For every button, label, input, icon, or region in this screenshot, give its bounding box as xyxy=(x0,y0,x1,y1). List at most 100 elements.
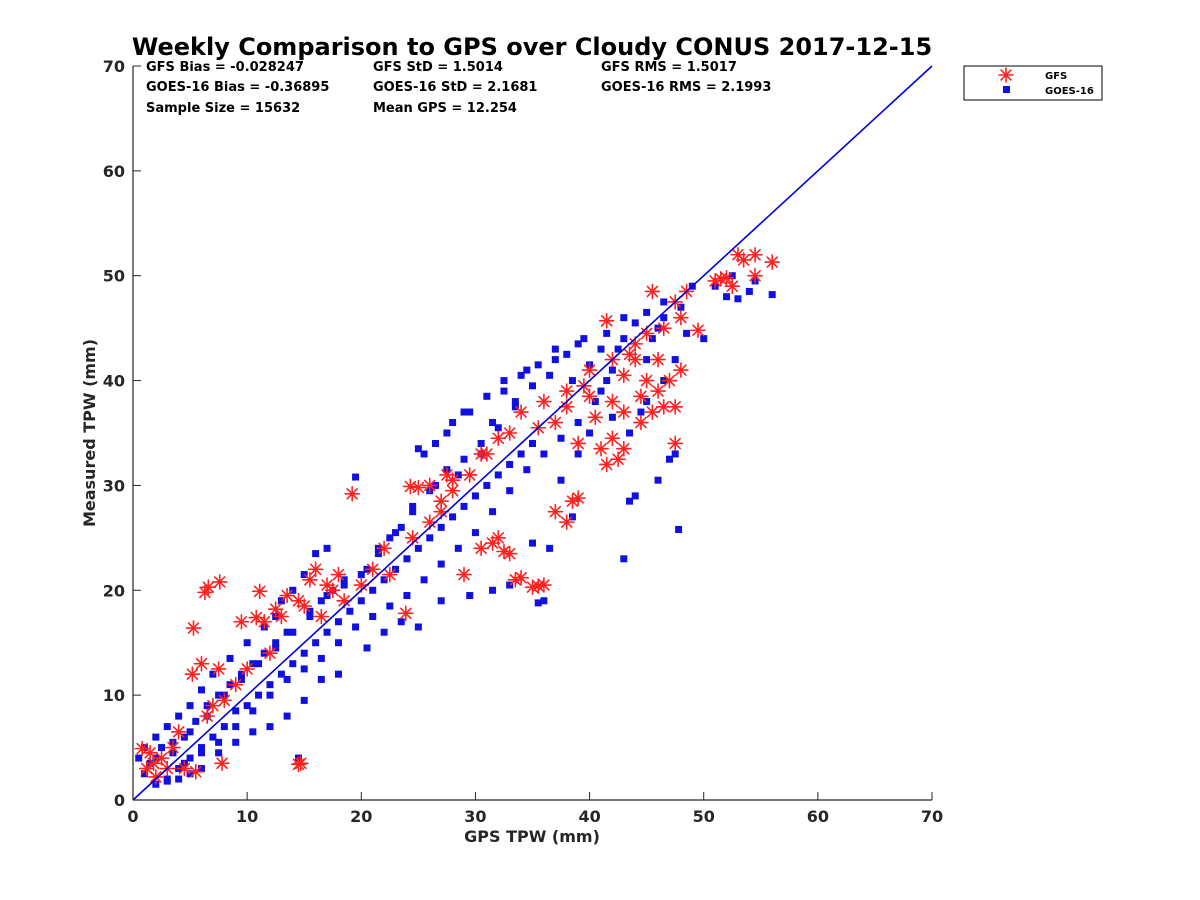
goes16-point xyxy=(249,660,257,668)
gfs-point xyxy=(184,666,201,682)
goes16-point xyxy=(534,361,542,369)
goes16-point xyxy=(437,560,445,568)
gfs-point xyxy=(496,543,512,560)
goes16-point xyxy=(671,356,679,364)
goes16-point xyxy=(409,502,417,510)
gfs-point xyxy=(313,608,330,625)
goes16-point xyxy=(175,712,183,720)
goes16-point xyxy=(745,287,753,295)
goes16-point xyxy=(317,654,325,662)
gfs-point xyxy=(735,252,752,268)
goes16-point xyxy=(300,665,308,673)
goes16-point xyxy=(386,602,394,610)
stat-text: Sample Size = 15632 xyxy=(146,101,300,116)
gfs-point xyxy=(616,440,632,457)
goes16-point xyxy=(660,298,668,306)
gfs-point xyxy=(724,278,741,295)
x-ticks: 0 10 20 30 40 50 60 70 xyxy=(127,792,943,826)
goes16-point xyxy=(152,733,160,741)
goes16-point xyxy=(374,550,382,558)
goes16-point xyxy=(334,639,342,647)
goes16-point xyxy=(614,345,622,353)
goes16-point xyxy=(232,723,240,731)
goes16-point xyxy=(437,597,445,605)
goes16-point xyxy=(392,565,400,573)
gfs-point xyxy=(376,540,392,557)
gfs-point xyxy=(456,566,472,583)
gfs-point xyxy=(307,561,324,578)
gfs-point xyxy=(547,503,564,520)
goes16-point xyxy=(300,649,308,657)
goes16-point xyxy=(728,272,736,280)
goes16-point xyxy=(586,429,594,437)
gfs-point xyxy=(570,490,586,506)
x-tick-label: 40 xyxy=(578,807,600,826)
goes16-point xyxy=(197,765,205,773)
gfs-point xyxy=(673,362,689,378)
goes16-point xyxy=(300,571,308,579)
goes16-point xyxy=(420,576,428,584)
gfs-point xyxy=(398,605,414,622)
goes16-point xyxy=(346,607,354,615)
goes16-point xyxy=(489,508,497,516)
gfs-point xyxy=(210,661,227,677)
gfs-point xyxy=(616,367,632,384)
goes16-point xyxy=(312,639,320,647)
goes16-point xyxy=(671,450,679,458)
goes16-point xyxy=(643,308,651,316)
one-to-one-line xyxy=(132,65,933,801)
goes16-point xyxy=(483,392,491,400)
goes16-point xyxy=(683,329,691,337)
goes16-point xyxy=(603,329,611,337)
x-tick-label: 60 xyxy=(807,807,829,826)
goes16-point xyxy=(511,403,519,411)
gfs-point xyxy=(187,763,204,780)
goes16-point xyxy=(654,476,662,484)
stats-block: GFS Bias = -0.028247 GFS StD = 1.5014 GFS … xyxy=(146,60,771,116)
goes16-point xyxy=(380,576,388,584)
goes16-point xyxy=(460,408,468,416)
goes16-point xyxy=(540,597,548,605)
goes16-point xyxy=(266,691,274,699)
gfs-point xyxy=(490,430,507,447)
gfs-point xyxy=(185,620,202,636)
goes16-point xyxy=(449,419,457,427)
goes16-point xyxy=(357,597,365,605)
goes16-point xyxy=(494,424,502,432)
legend-goes16-marker xyxy=(1003,86,1010,93)
goes16-point xyxy=(471,492,479,500)
goes16-point xyxy=(232,738,240,746)
goes16-point xyxy=(580,335,588,343)
gfs-point xyxy=(364,561,381,578)
goes16-point xyxy=(226,654,234,662)
gfs-point xyxy=(199,708,215,724)
goes16-point xyxy=(403,555,411,563)
goes16-point xyxy=(163,723,171,731)
goes16-point xyxy=(723,293,731,301)
goes16-point xyxy=(608,413,616,421)
goes16-point xyxy=(209,670,217,678)
gfs-point xyxy=(227,676,244,693)
gfs-point xyxy=(216,692,233,709)
gfs-point xyxy=(302,571,318,588)
legend-box xyxy=(963,65,1103,101)
x-tick-label: 10 xyxy=(236,807,258,826)
gfs-point xyxy=(233,613,250,630)
goes16-point xyxy=(186,728,194,736)
goes16-point xyxy=(334,670,342,678)
goes16-point xyxy=(603,377,611,385)
gfs-point xyxy=(279,587,295,604)
goes16-point xyxy=(306,607,314,615)
gfs-point xyxy=(570,435,586,452)
gfs-point xyxy=(292,755,309,772)
goes16-point xyxy=(283,628,291,636)
gfs-point xyxy=(421,477,438,494)
goes16-point xyxy=(312,550,320,558)
gfs-point xyxy=(536,393,552,410)
goes16-point xyxy=(574,450,582,458)
goes16-point xyxy=(529,439,536,447)
goes16-point xyxy=(665,455,673,463)
goes16-point xyxy=(243,639,251,647)
goes16-point xyxy=(523,466,531,474)
